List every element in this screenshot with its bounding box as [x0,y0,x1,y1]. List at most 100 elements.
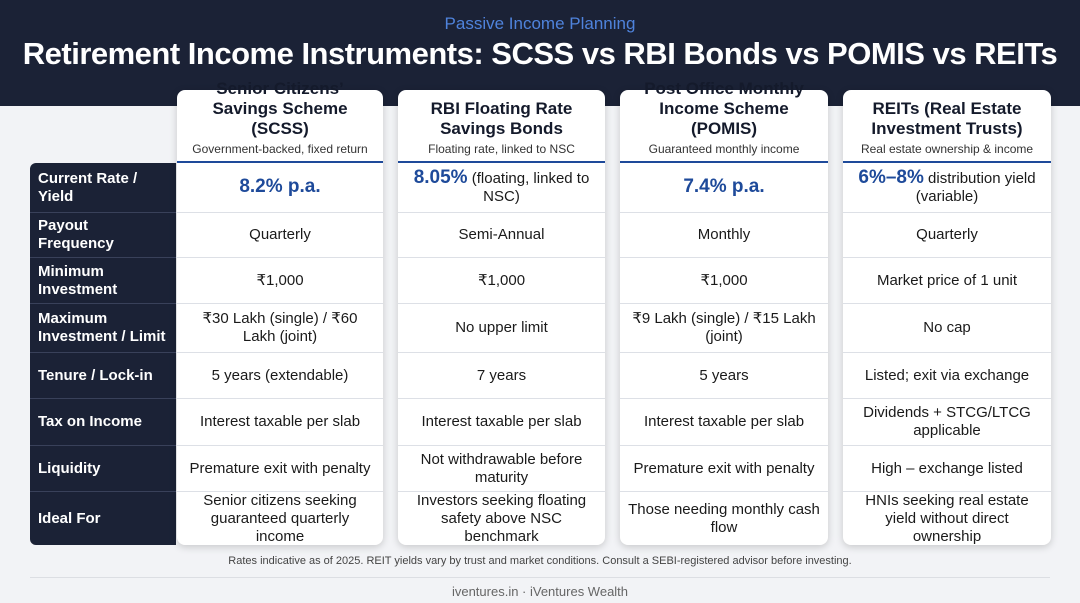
header-band [0,0,1080,106]
column-title: RBI Floating Rate Savings Bonds [430,99,573,138]
highlight-value: 8.2% p.a. [239,176,321,197]
column-title: Post Office Monthly Income Scheme (POMIS… [644,79,804,138]
cell-text: ₹9 Lakh (single) / ₹15 Lakh (joint) [632,310,816,345]
highlight-value: 7.4% p.a. [683,176,765,197]
cell: 5 years [620,353,828,399]
column-header: Post Office Monthly Income Scheme (POMIS… [620,79,828,163]
column-card: REITs (Real Estate Investment Trusts) Rea… [843,90,1051,545]
cell: Monthly [620,213,828,258]
cell: Interest taxable per slab [398,399,605,446]
cell-text: Dividends + STCG/LTCG applicable [863,404,1031,439]
column-subtitle: Real estate ownership & income [860,142,1034,156]
row-label: Minimum Investment [30,258,176,304]
cell: Senior citizens seeking guaranteed quart… [177,492,383,545]
row-label: Ideal For [38,509,101,527]
column-header: RBI Floating Rate Savings Bonds Floating … [398,90,605,163]
cell-text: 8.05% (floating, linked to NSC) [406,167,597,206]
cell-text: 5 years [699,366,749,384]
cell: 6%–8% distribution yield (variable) [843,163,1051,213]
divider [30,577,1050,578]
cell: HNIs seeking real estate yield without d… [843,492,1051,545]
column-card: RBI Floating Rate Savings Bonds Floating … [398,90,605,545]
cell-text: ₹1,000 [700,271,748,289]
row-label: Liquidity [30,446,176,492]
cell: Investors seeking floating safety above … [398,492,605,545]
cell: 8.2% p.a. [177,163,383,213]
cell: Dividends + STCG/LTCG applicable [843,399,1051,446]
cell-text: Listed; exit via exchange [864,366,1030,384]
highlight-value: 6%–8% [858,167,924,188]
column-card: Post Office Monthly Income Scheme (POMIS… [620,79,828,545]
column-title: Senior Citizens’ Savings Scheme (SCSS) [212,79,348,138]
column-subtitle: Government-backed, fixed return [192,142,368,156]
label-column [30,163,176,545]
cell: Quarterly [177,213,383,258]
cell-text: ₹1,000 [477,271,526,289]
cell: Interest taxable per slab [177,399,383,446]
cell: Not withdrawable before maturity [398,446,605,492]
cell: ₹9 Lakh (single) / ₹15 Lakh (joint) [620,304,828,353]
cell-text: ₹1,000 [256,271,304,289]
cell-text: Those needing monthly cash flow [628,500,820,536]
cell: ₹1,000 [177,258,383,304]
cell-text: Quarterly [916,226,978,243]
title: Retirement Income Instruments: SCSS vs R… [22,36,1058,71]
cell-text: Market price of 1 unit [876,271,1018,289]
cell-note: distribution yield (variable) [915,170,1036,205]
footer: iventures.in · iVentures Wealth [451,584,629,599]
row-label: Current Rate / Yield [30,163,176,213]
cell-text: No upper limit [455,319,548,336]
cell: Interest taxable per slab [620,399,828,446]
cell-text: No cap [923,319,971,336]
cell-text: Senior citizens seeking guaranteed quart… [203,491,357,545]
cell-text: ₹30 Lakh (single) / ₹60 Lakh (joint) [202,310,358,345]
cell: High – exchange listed [843,446,1051,492]
cell-text: HNIs seeking real estate yield without d… [865,491,1029,545]
cell-text: 7.4% p.a. [683,176,765,197]
cell-text: Monthly [697,226,751,243]
row-label: Tax on Income [30,399,176,446]
cell: Market price of 1 unit [843,258,1051,304]
row-label: Maximum Investment / Limit [30,304,176,353]
cell: ₹1,000 [398,258,605,304]
column-header: Senior Citizens’ Savings Scheme (SCSS) Go… [177,79,383,163]
cell: Premature exit with penalty [177,446,383,492]
column-title: REITs (Real Estate Investment Trusts) [871,99,1023,138]
footnote: Rates indicative as of 2025. REIT yields… [228,555,852,567]
cell-text: Not withdrawable before maturity [420,450,583,486]
cell-text: 5 years (extendable) [211,366,349,384]
cell: 5 years (extendable) [177,353,383,399]
row-label: Payout Frequency [30,213,176,258]
cell: Premature exit with penalty [620,446,828,492]
cell: 7.4% p.a. [620,163,828,213]
column-header: REITs (Real Estate Investment Trusts) Rea… [843,90,1051,163]
cell-text: High – exchange listed [871,459,1023,477]
cell-text: Interest taxable per slab [421,413,582,430]
cell-note: (floating, linked to NSC) [471,170,590,205]
cell-text: Premature exit with penalty [189,459,371,477]
cell-text: 7 years [476,366,527,384]
cell: ₹30 Lakh (single) / ₹60 Lakh (joint) [177,304,383,353]
cell-text: Investors seeking floating safety above … [416,491,587,545]
cell-text: 8.2% p.a. [239,176,321,197]
cell: ₹1,000 [620,258,828,304]
cell: Semi-Annual [398,213,605,258]
column-card: Senior Citizens’ Savings Scheme (SCSS) Go… [177,79,383,545]
kicker: Passive Income Planning [444,14,636,33]
cell: Quarterly [843,213,1051,258]
highlight-value: 8.05% [413,167,468,188]
cell: No upper limit [398,304,605,353]
cell: No cap [843,304,1051,353]
cell: Listed; exit via exchange [843,353,1051,399]
cell-text: 6%–8% distribution yield (variable) [851,167,1043,206]
cell: 7 years [398,353,605,399]
cell-text: Interest taxable per slab [199,413,361,430]
column-subtitle: Guaranteed monthly income [648,142,800,156]
column-subtitle: Floating rate, linked to NSC [428,142,575,156]
cell-text: Interest taxable per slab [643,413,805,430]
cell: Those needing monthly cash flow [620,492,828,545]
row-label: Tenure / Lock-in [30,353,176,399]
cell-text: Semi-Annual [458,226,545,243]
cell: 8.05% (floating, linked to NSC) [398,163,605,213]
